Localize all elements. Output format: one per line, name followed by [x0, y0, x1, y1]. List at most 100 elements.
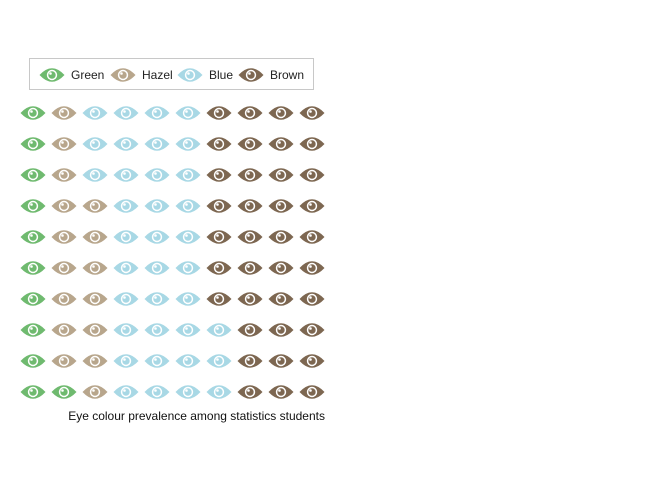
waffle-cell-brown	[206, 168, 232, 182]
waffle-cell-green	[20, 261, 46, 275]
chart-caption: Eye colour prevalence among statistics s…	[68, 409, 325, 423]
waffle-cell-hazel	[51, 261, 77, 275]
waffle-cell-brown	[237, 106, 263, 120]
waffle-cell-blue	[144, 137, 170, 151]
waffle-cell-brown	[299, 168, 325, 182]
waffle-cell-brown	[268, 106, 294, 120]
waffle-cell-blue	[113, 385, 139, 399]
eye-icon	[39, 68, 65, 82]
waffle-cell-brown	[268, 199, 294, 213]
waffle-cell-brown	[299, 106, 325, 120]
waffle-cell-blue	[175, 385, 201, 399]
waffle-cell-blue	[113, 137, 139, 151]
waffle-cell-green	[20, 199, 46, 213]
waffle-cell-brown	[299, 354, 325, 368]
waffle-cell-blue	[144, 323, 170, 337]
waffle-cell-hazel	[51, 292, 77, 306]
waffle-cell-brown	[299, 230, 325, 244]
waffle-cell-green	[20, 230, 46, 244]
eye-icon	[177, 68, 203, 82]
waffle-cell-brown	[268, 137, 294, 151]
waffle-cell-brown	[299, 385, 325, 399]
waffle-cell-blue	[175, 323, 201, 337]
waffle-cell-hazel	[51, 106, 77, 120]
waffle-cell-blue	[113, 106, 139, 120]
waffle-cell-blue	[82, 137, 108, 151]
waffle-cell-green	[20, 168, 46, 182]
legend-label: Brown	[270, 68, 305, 82]
waffle-cell-brown	[237, 292, 263, 306]
waffle-cell-blue	[113, 292, 139, 306]
waffle-cell-blue	[175, 168, 201, 182]
waffle-cell-brown	[299, 261, 325, 275]
waffle-cell-brown	[237, 385, 263, 399]
legend: Green Hazel Blue Brown	[29, 58, 314, 90]
waffle-cell-brown	[206, 106, 232, 120]
waffle-cell-blue	[113, 230, 139, 244]
waffle-cell-blue	[113, 323, 139, 337]
waffle-cell-blue	[206, 385, 232, 399]
waffle-cell-blue	[175, 292, 201, 306]
waffle-cell-hazel	[82, 261, 108, 275]
waffle-cell-brown	[299, 292, 325, 306]
waffle-cell-brown	[237, 230, 263, 244]
waffle-cell-brown	[206, 261, 232, 275]
waffle-cell-brown	[299, 199, 325, 213]
waffle-cell-brown	[268, 168, 294, 182]
waffle-cell-brown	[268, 354, 294, 368]
waffle-cell-green	[51, 385, 77, 399]
waffle-cell-blue	[175, 137, 201, 151]
waffle-cell-green	[20, 106, 46, 120]
waffle-cell-hazel	[82, 292, 108, 306]
waffle-cell-blue	[175, 230, 201, 244]
waffle-cell-hazel	[82, 323, 108, 337]
waffle-cell-hazel	[51, 230, 77, 244]
waffle-cell-brown	[237, 199, 263, 213]
waffle-cell-brown	[268, 261, 294, 275]
waffle-cell-blue	[113, 261, 139, 275]
waffle-cell-hazel	[82, 354, 108, 368]
waffle-cell-blue	[144, 106, 170, 120]
waffle-cell-brown	[237, 323, 263, 337]
eye-icon	[238, 68, 264, 82]
waffle-cell-hazel	[51, 323, 77, 337]
waffle-cell-blue	[113, 199, 139, 213]
waffle-cell-hazel	[51, 168, 77, 182]
waffle-cell-blue	[175, 354, 201, 368]
waffle-cell-brown	[206, 137, 232, 151]
waffle-cell-hazel	[82, 230, 108, 244]
waffle-cell-brown	[268, 323, 294, 337]
waffle-cell-blue	[175, 106, 201, 120]
waffle-cell-green	[20, 354, 46, 368]
waffle-cell-brown	[299, 323, 325, 337]
waffle-cell-brown	[206, 230, 232, 244]
waffle-cell-brown	[268, 292, 294, 306]
waffle-cell-brown	[237, 261, 263, 275]
waffle-cell-brown	[268, 230, 294, 244]
waffle-cell-brown	[299, 137, 325, 151]
waffle-cell-blue	[206, 323, 232, 337]
waffle-cell-green	[20, 292, 46, 306]
waffle-cell-hazel	[51, 354, 77, 368]
waffle-cell-blue	[175, 261, 201, 275]
waffle-cell-hazel	[82, 385, 108, 399]
waffle-cell-blue	[144, 385, 170, 399]
waffle-cell-blue	[144, 230, 170, 244]
waffle-cell-brown	[237, 354, 263, 368]
waffle-cell-blue	[144, 292, 170, 306]
waffle-cell-hazel	[82, 199, 108, 213]
waffle-cell-blue	[144, 199, 170, 213]
waffle-cell-brown	[206, 292, 232, 306]
waffle-cell-hazel	[51, 137, 77, 151]
waffle-cell-blue	[82, 168, 108, 182]
legend-label: Hazel	[142, 68, 173, 82]
waffle-cell-blue	[144, 354, 170, 368]
waffle-cell-blue	[206, 354, 232, 368]
waffle-cell-green	[20, 137, 46, 151]
waffle-cell-blue	[113, 168, 139, 182]
waffle-cell-brown	[237, 168, 263, 182]
legend-label: Green	[71, 68, 105, 82]
waffle-cell-brown	[206, 199, 232, 213]
